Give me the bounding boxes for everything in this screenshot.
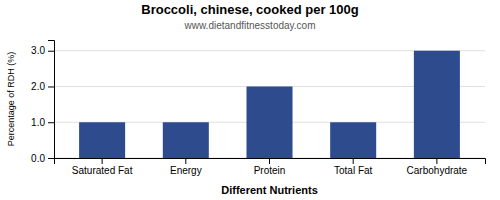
y-tick-mark [48, 158, 54, 159]
bar [246, 86, 292, 158]
x-axis-line [55, 159, 486, 165]
y-tick: 0.0 [31, 153, 54, 164]
y-axis-title: Percentage of RDH (%) [6, 52, 16, 147]
x-tick: Total Fat [334, 158, 373, 176]
subtitle: www.dietandfitnesstoday.com [184, 20, 316, 31]
x-tick-label: Energy [170, 165, 202, 176]
chart: Broccoli, chinese, cooked per 100g www.di… [0, 0, 500, 200]
y-tick-label: 2.0 [31, 81, 45, 92]
y-tick-mark [48, 122, 54, 123]
x-tick-label: Total Fat [334, 165, 373, 176]
x-tick-mark [436, 158, 437, 164]
plot: Saturated Fat Energy Protein Total Fat Carbo… [31, 41, 485, 177]
y-tick: 3.0 [31, 45, 54, 56]
x-tick-mark [185, 158, 186, 164]
title: Broccoli, chinese, cooked per 100g [141, 2, 359, 17]
x-tick: Carbohydrate [407, 158, 468, 176]
bar [163, 122, 209, 158]
y-tick-mark [48, 51, 54, 52]
x-tick: Energy [170, 158, 202, 176]
y-axis-line [48, 41, 55, 159]
bar [79, 122, 125, 158]
y-tick: 2.0 [31, 81, 54, 92]
x-tick-label: Carbohydrate [407, 165, 468, 176]
grid [54, 51, 485, 158]
bars [79, 51, 460, 158]
bar [330, 122, 376, 158]
x-tick-mark [102, 158, 103, 164]
y-tick-label: 3.0 [31, 45, 45, 56]
y-tick-label: 0.0 [31, 153, 45, 164]
x-tick-label: Protein [254, 165, 286, 176]
bar [414, 51, 460, 158]
x-tick: Saturated Fat [72, 158, 133, 176]
y-tick: 1.0 [31, 117, 54, 128]
x-axis: Saturated Fat Energy Protein Total Fat Carbo… [55, 158, 486, 176]
x-tick-label: Saturated Fat [72, 165, 133, 176]
x-tick-mark [269, 158, 270, 164]
x-tick-mark [353, 158, 354, 164]
y-tick-label: 1.0 [31, 117, 45, 128]
y-axis: 0.0 1.0 2.0 3.0 [31, 41, 54, 164]
y-tick-mark [48, 86, 54, 87]
x-tick: Protein [254, 158, 286, 176]
x-axis-title: Different Nutrients [221, 184, 318, 196]
